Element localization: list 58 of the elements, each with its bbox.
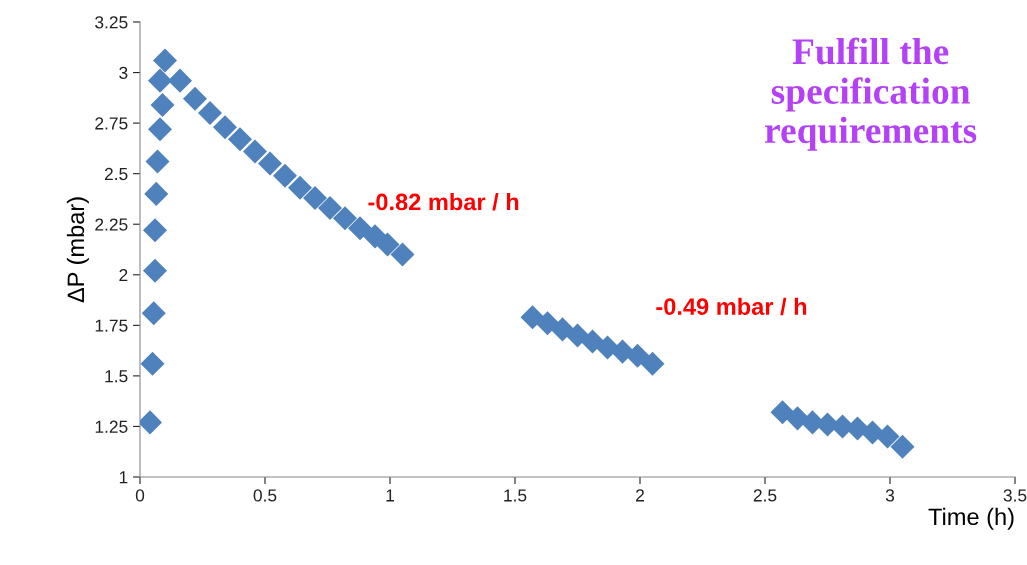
point xyxy=(212,115,238,140)
y-axis-title: ΔP (mbar) xyxy=(66,197,89,303)
point xyxy=(145,149,170,174)
point xyxy=(770,400,795,425)
point xyxy=(147,117,173,142)
y-tick-label: 2.75 xyxy=(95,117,128,130)
point xyxy=(347,216,373,241)
x-tick-label: 1 xyxy=(386,489,394,502)
x-tick-label: 3.5 xyxy=(1003,489,1027,502)
x-tick-label: 0 xyxy=(135,489,145,502)
y-tick-label: 1 xyxy=(119,471,128,484)
y-tick-label: 2.5 xyxy=(104,167,128,181)
point xyxy=(144,181,169,206)
text: Fulfill the specification requirements xyxy=(765,37,977,151)
point xyxy=(302,185,328,210)
annotation: -0.49 mbar / h xyxy=(656,297,807,316)
point xyxy=(375,232,400,257)
point xyxy=(332,206,358,231)
point xyxy=(167,68,193,93)
point xyxy=(182,86,208,111)
x-tick-label: 2.5 xyxy=(753,489,777,502)
y-tick-label: 1.5 xyxy=(105,370,128,383)
point xyxy=(390,242,415,267)
point xyxy=(140,410,163,435)
point xyxy=(197,100,223,126)
point xyxy=(150,92,175,117)
point xyxy=(257,151,283,176)
point xyxy=(152,48,178,73)
y-tick-label: 2 xyxy=(119,268,128,282)
point xyxy=(520,305,545,330)
point xyxy=(640,351,665,376)
y-tick-label: 3.25 xyxy=(95,16,128,29)
y-tick-label: 1.75 xyxy=(95,319,128,332)
point xyxy=(142,258,168,283)
point xyxy=(890,434,915,459)
x-axis-title: Time (h) xyxy=(928,507,1014,530)
y-tick-label: 1.25 xyxy=(95,420,128,433)
point xyxy=(140,351,165,376)
annotation: -0.82 mbar / h xyxy=(368,193,519,211)
point xyxy=(287,175,313,200)
point xyxy=(227,127,253,152)
x-tick-label: 0.5 xyxy=(253,489,277,502)
point xyxy=(142,218,168,243)
y-tick-label: 2.25 xyxy=(95,218,128,231)
x-tick-label: 2 xyxy=(636,489,644,502)
point xyxy=(147,68,173,93)
point xyxy=(317,196,343,221)
point xyxy=(535,311,560,336)
y-tick-label: 3 xyxy=(119,66,128,80)
point xyxy=(272,163,298,188)
point xyxy=(550,317,575,342)
point xyxy=(580,329,605,354)
point xyxy=(141,301,166,326)
point xyxy=(875,424,900,449)
x-tick-label: 3 xyxy=(885,489,895,502)
point xyxy=(242,139,268,164)
x-tick-label: 1.5 xyxy=(504,489,527,502)
point xyxy=(625,343,650,368)
